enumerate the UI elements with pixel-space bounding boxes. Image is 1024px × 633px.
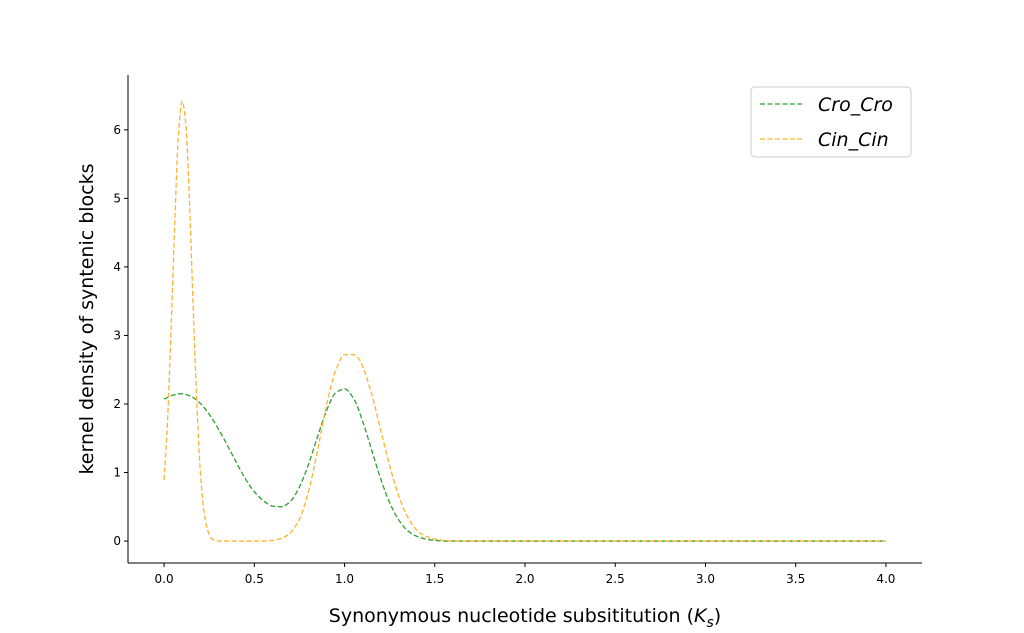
- y-tick-label: 2: [113, 397, 121, 411]
- legend-label-cro-cro: Cro_Cro: [818, 94, 893, 116]
- x-tick-label: 1.0: [335, 572, 354, 586]
- legend-label-cin-cin: Cin_Cin: [818, 129, 889, 151]
- series-line-cro-cro: [163, 388, 886, 542]
- x-tick-label: 3.5: [786, 572, 805, 586]
- y-tick-label: 0: [113, 534, 121, 548]
- y-tick-label: 3: [113, 328, 121, 342]
- plot-area: [163, 100, 886, 542]
- x-ticks: 0.0 0.5 1.0 1.5 2.0 2.5 3.0 3.5 4.0: [155, 563, 895, 586]
- x-tick-label: 2.5: [606, 572, 625, 586]
- y-tick-label: 5: [113, 191, 121, 205]
- series-line-cin-cin: [163, 100, 886, 542]
- x-axis-label: Synonymous nucleotide subsititution (Ks): [329, 605, 721, 631]
- y-tick-label: 6: [113, 123, 121, 137]
- y-tick-label: 1: [113, 466, 121, 480]
- x-tick-label: 0.5: [245, 572, 264, 586]
- x-tick-label: 0.0: [155, 572, 174, 586]
- y-axis-label: kernel density of syntenic blocks: [76, 163, 98, 474]
- y-ticks: 0 1 2 3 4 5 6: [113, 123, 128, 548]
- legend: Cro_Cro Cin_Cin: [750, 86, 912, 158]
- x-tick-label: 4.0: [876, 572, 895, 586]
- y-tick-label: 4: [113, 260, 121, 274]
- x-tick-label: 1.5: [425, 572, 444, 586]
- x-tick-label: 2.0: [515, 572, 534, 586]
- x-tick-label: 3.0: [696, 572, 715, 586]
